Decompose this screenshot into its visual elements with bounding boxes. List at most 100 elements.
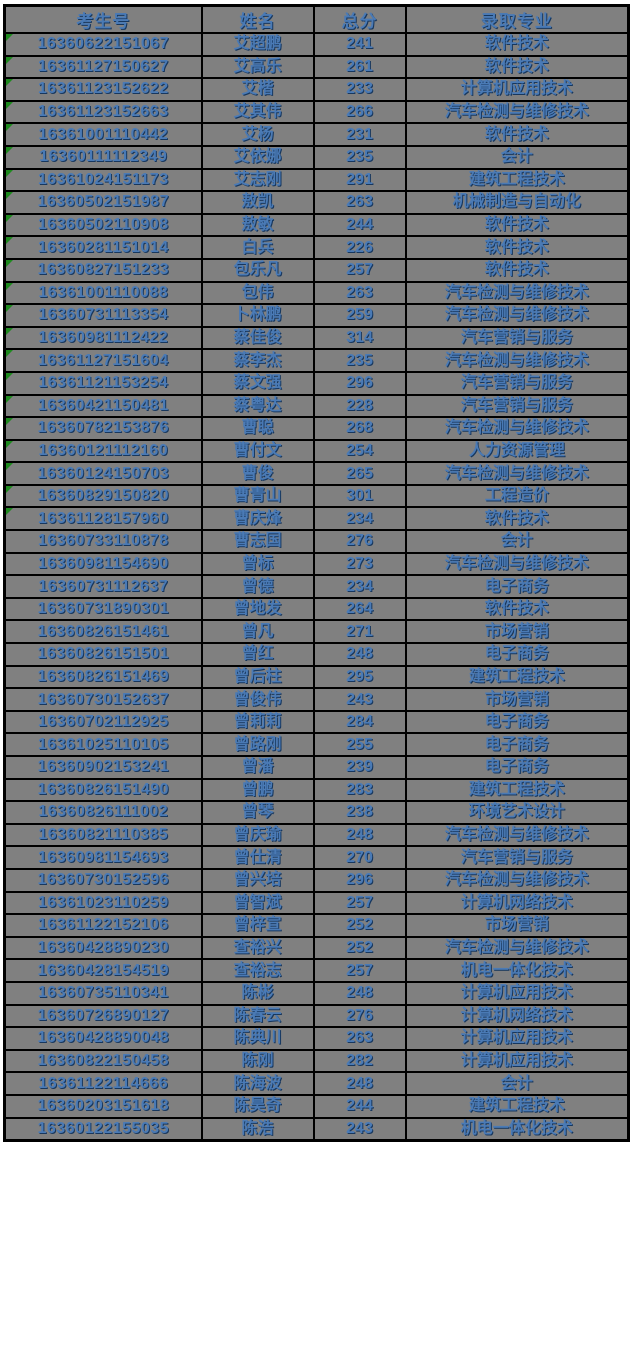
- name-cell[interactable]: 陈海波: [200, 1071, 315, 1096]
- name-cell[interactable]: 艾超鹏: [200, 32, 315, 57]
- score-cell[interactable]: 259: [312, 303, 407, 328]
- name-cell[interactable]: 曹庆烽: [200, 506, 315, 532]
- candidate-id-cell[interactable]: 16361023110259: [3, 890, 203, 916]
- major-cell[interactable]: 软件技术: [404, 54, 630, 80]
- candidate-id-cell[interactable]: 16360502110908: [3, 212, 203, 238]
- name-cell[interactable]: 曾标: [200, 551, 315, 577]
- name-cell[interactable]: 卜林鹏: [200, 303, 315, 328]
- score-cell[interactable]: 243: [312, 1116, 407, 1142]
- major-cell[interactable]: 汽车检测与维修技术: [404, 551, 630, 577]
- name-cell[interactable]: 曹俊: [200, 461, 315, 486]
- major-cell[interactable]: 机电一体化技术: [404, 958, 630, 983]
- score-cell[interactable]: 273: [312, 551, 407, 577]
- name-cell[interactable]: 曾庆瑜: [200, 822, 315, 848]
- score-cell[interactable]: 263: [312, 280, 407, 306]
- major-cell[interactable]: 汽车营销与服务: [404, 325, 630, 351]
- score-cell[interactable]: 252: [312, 913, 407, 938]
- candidate-id-cell[interactable]: 16361127151604: [3, 348, 203, 373]
- candidate-id-cell[interactable]: 16360702112925: [3, 709, 203, 735]
- major-cell[interactable]: 汽车检测与维修技术: [404, 280, 630, 306]
- score-cell[interactable]: 234: [312, 506, 407, 532]
- score-cell[interactable]: 257: [312, 890, 407, 916]
- score-cell[interactable]: 257: [312, 958, 407, 983]
- score-cell[interactable]: 226: [312, 235, 407, 260]
- name-cell[interactable]: 蔡文强: [200, 370, 315, 396]
- major-cell[interactable]: 汽车检测与维修技术: [404, 416, 630, 441]
- candidate-id-cell[interactable]: 16360622151067: [3, 32, 203, 57]
- candidate-id-cell[interactable]: 16360826151461: [3, 619, 203, 645]
- name-cell[interactable]: 艾其伟: [200, 99, 315, 125]
- score-cell[interactable]: 248: [312, 822, 407, 848]
- name-cell[interactable]: 曾凡: [200, 619, 315, 645]
- score-cell[interactable]: 282: [312, 1048, 407, 1074]
- score-cell[interactable]: 228: [312, 393, 407, 419]
- major-cell[interactable]: 计算机应用技术: [404, 77, 630, 102]
- column-header-major[interactable]: 录取专业: [404, 4, 630, 34]
- name-cell[interactable]: 查裕兴: [200, 935, 315, 961]
- name-cell[interactable]: 陈昊奇: [200, 1093, 315, 1119]
- score-cell[interactable]: 233: [312, 77, 407, 102]
- major-cell[interactable]: 电子商务: [404, 574, 630, 599]
- score-cell[interactable]: 295: [312, 664, 407, 690]
- name-cell[interactable]: 曾地发: [200, 596, 315, 622]
- major-cell[interactable]: 软件技术: [404, 596, 630, 622]
- candidate-id-cell[interactable]: 16360782153876: [3, 416, 203, 441]
- major-cell[interactable]: 汽车检测与维修技术: [404, 935, 630, 961]
- major-cell[interactable]: 软件技术: [404, 122, 630, 147]
- candidate-id-cell[interactable]: 16360981154690: [3, 551, 203, 577]
- score-cell[interactable]: 264: [312, 596, 407, 622]
- name-cell[interactable]: 曹青山: [200, 483, 315, 509]
- name-cell[interactable]: 曹聪: [200, 416, 315, 441]
- score-cell[interactable]: 257: [312, 257, 407, 283]
- major-cell[interactable]: 计算机应用技术: [404, 1048, 630, 1074]
- candidate-id-cell[interactable]: 16360827151233: [3, 257, 203, 283]
- score-cell[interactable]: 271: [312, 619, 407, 645]
- score-cell[interactable]: 266: [312, 99, 407, 125]
- score-cell[interactable]: 248: [312, 1071, 407, 1096]
- candidate-id-cell[interactable]: 16361024151173: [3, 167, 203, 193]
- candidate-id-cell[interactable]: 16360733110878: [3, 529, 203, 554]
- score-cell[interactable]: 301: [312, 483, 407, 509]
- candidate-id-cell[interactable]: 16361121153254: [3, 370, 203, 396]
- score-cell[interactable]: 314: [312, 325, 407, 351]
- column-header-name[interactable]: 姓名: [200, 4, 315, 34]
- major-cell[interactable]: 软件技术: [404, 212, 630, 238]
- name-cell[interactable]: 陈彬: [200, 980, 315, 1006]
- name-cell[interactable]: 曾路刚: [200, 732, 315, 757]
- name-cell[interactable]: 陈典川: [200, 1026, 315, 1051]
- major-cell[interactable]: 计算机网络技术: [404, 1003, 630, 1029]
- candidate-id-cell[interactable]: 16360122155035: [3, 1116, 203, 1142]
- candidate-id-cell[interactable]: 16360111112349: [3, 144, 203, 170]
- candidate-id-cell[interactable]: 16360281151014: [3, 235, 203, 260]
- major-cell[interactable]: 建筑工程技术: [404, 664, 630, 690]
- candidate-id-cell[interactable]: 16360826151490: [3, 777, 203, 803]
- name-cell[interactable]: 曾琴: [200, 800, 315, 825]
- candidate-id-cell[interactable]: 16360829150820: [3, 483, 203, 509]
- score-cell[interactable]: 248: [312, 980, 407, 1006]
- major-cell[interactable]: 汽车检测与维修技术: [404, 99, 630, 125]
- major-cell[interactable]: 汽车检测与维修技术: [404, 867, 630, 893]
- candidate-id-cell[interactable]: 16360826151469: [3, 664, 203, 690]
- major-cell[interactable]: 会计: [404, 144, 630, 170]
- score-cell[interactable]: 239: [312, 755, 407, 780]
- major-cell[interactable]: 电子商务: [404, 755, 630, 780]
- name-cell[interactable]: 曾俊伟: [200, 687, 315, 712]
- score-cell[interactable]: 276: [312, 1003, 407, 1029]
- candidate-id-cell[interactable]: 16360421150481: [3, 393, 203, 419]
- column-header-candidate-id[interactable]: 考生号: [3, 4, 203, 34]
- score-cell[interactable]: 244: [312, 212, 407, 238]
- major-cell[interactable]: 市场营销: [404, 619, 630, 645]
- major-cell[interactable]: 建筑工程技术: [404, 1093, 630, 1119]
- score-cell[interactable]: 261: [312, 54, 407, 80]
- name-cell[interactable]: 曾红: [200, 642, 315, 667]
- major-cell[interactable]: 软件技术: [404, 235, 630, 260]
- candidate-id-cell[interactable]: 16360428890048: [3, 1026, 203, 1051]
- name-cell[interactable]: 包乐凡: [200, 257, 315, 283]
- major-cell[interactable]: 会计: [404, 529, 630, 554]
- major-cell[interactable]: 建筑工程技术: [404, 777, 630, 803]
- score-cell[interactable]: 270: [312, 845, 407, 870]
- candidate-id-cell[interactable]: 16361122114666: [3, 1071, 203, 1096]
- candidate-id-cell[interactable]: 16360730152637: [3, 687, 203, 712]
- name-cell[interactable]: 曾莉莉: [200, 709, 315, 735]
- name-cell[interactable]: 曾潘: [200, 755, 315, 780]
